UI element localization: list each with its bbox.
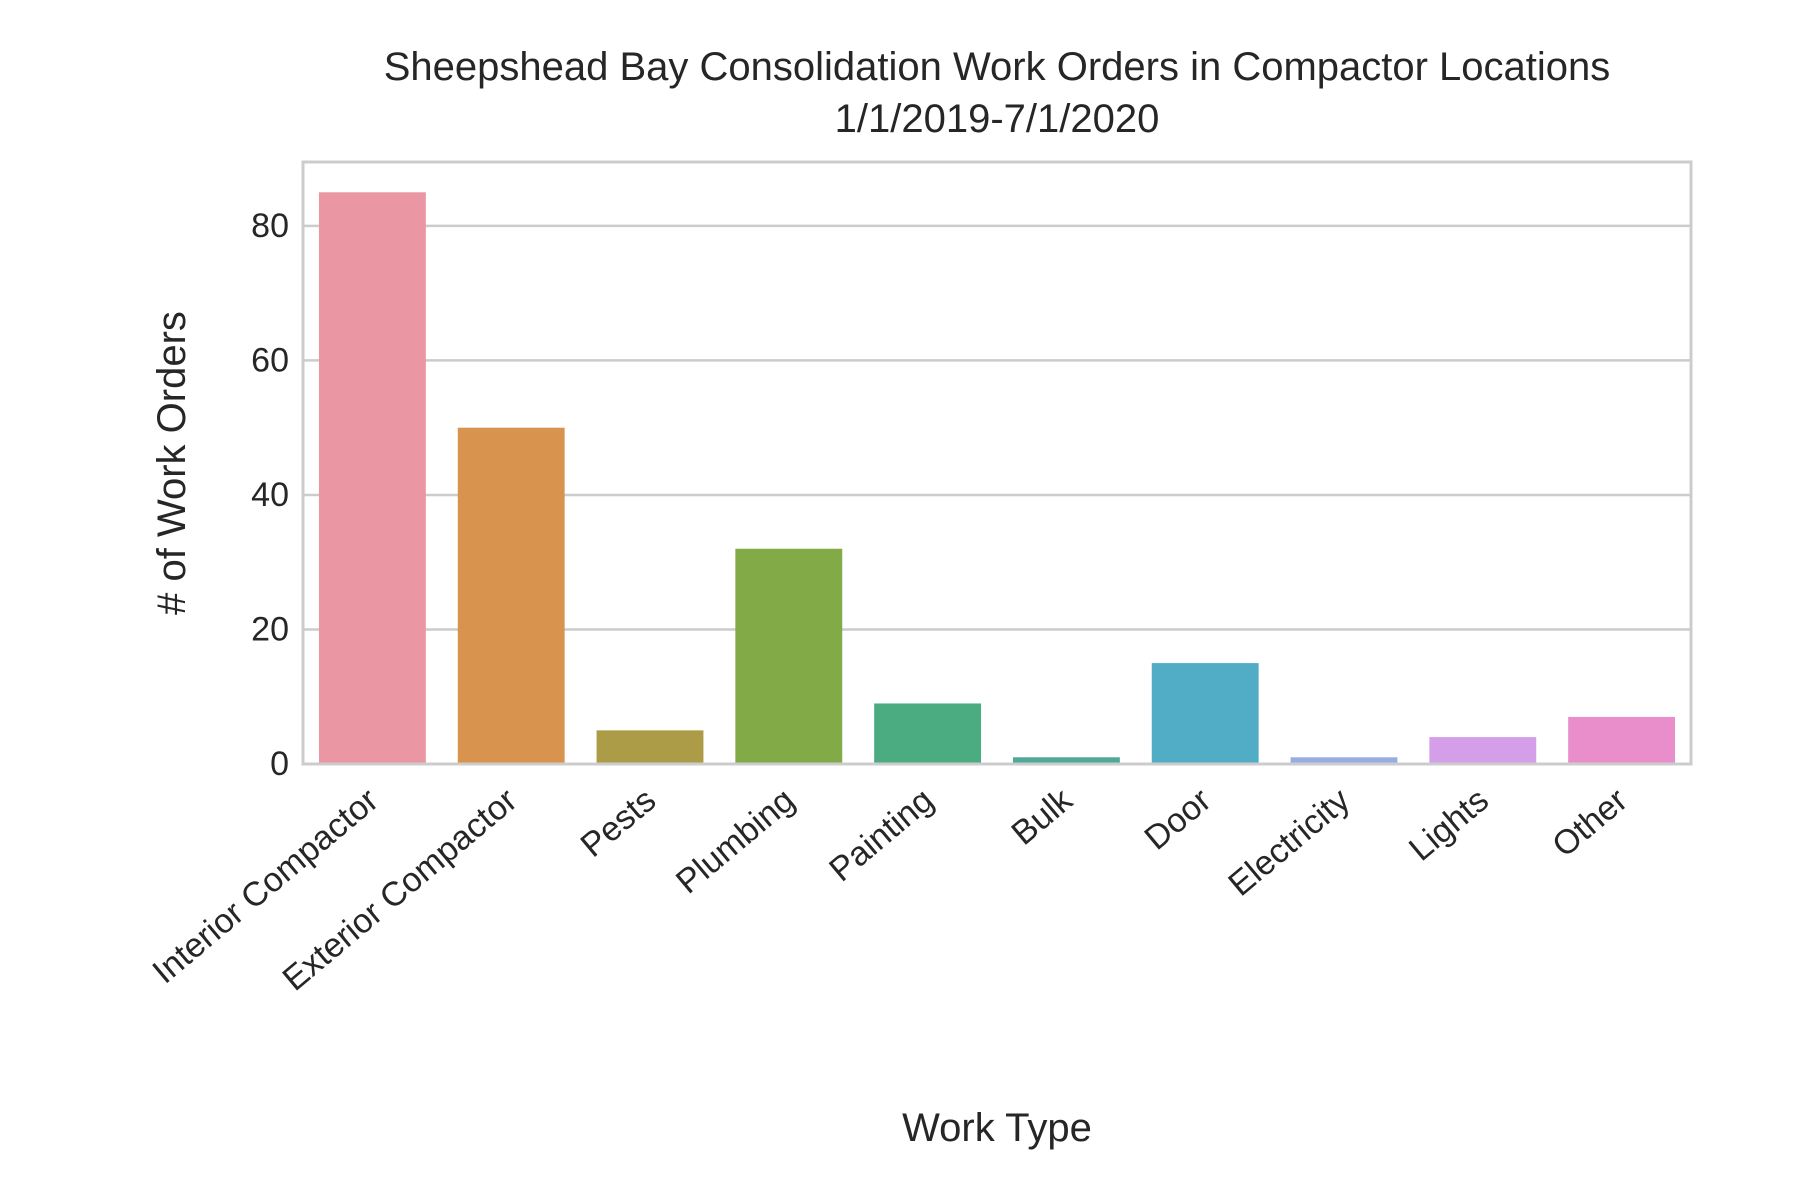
bar xyxy=(457,427,565,764)
y-tick-label: 20 xyxy=(251,610,289,648)
y-tick-labels: 0 20 40 60 80 xyxy=(251,207,289,783)
bar xyxy=(1151,663,1259,764)
bars xyxy=(318,192,1676,764)
x-tick-label: Lights xyxy=(1402,781,1496,868)
x-tick-label: Painting xyxy=(822,781,941,889)
y-tick-label: 0 xyxy=(270,745,289,783)
chart-subtitle: 1/1/2019-7/1/2020 xyxy=(835,97,1160,141)
y-tick-label: 40 xyxy=(251,476,289,514)
bar xyxy=(1568,716,1676,764)
x-tick-label: Exterior Compactor xyxy=(276,781,525,998)
x-tick-label: Plumbing xyxy=(669,781,802,901)
chart-title: Sheepshead Bay Consolidation Work Orders… xyxy=(384,45,1611,89)
y-axis-label: # of Work Orders xyxy=(150,311,194,615)
bar xyxy=(1290,757,1398,764)
x-tick-label: Bulk xyxy=(1004,780,1080,852)
plot-frame xyxy=(301,160,1693,766)
bar xyxy=(1012,757,1120,764)
bar xyxy=(596,730,704,764)
x-tick-label: Pests xyxy=(574,781,664,865)
x-tick-label: Door xyxy=(1137,781,1218,857)
bar xyxy=(1429,737,1537,764)
x-tick-label: Electricity xyxy=(1221,781,1357,904)
x-tick-label: Other xyxy=(1545,781,1635,865)
bar xyxy=(874,703,982,764)
x-axis-label: Work Type xyxy=(902,1106,1092,1150)
y-tick-label: 80 xyxy=(251,207,289,245)
bar xyxy=(318,192,426,764)
bar xyxy=(735,548,843,764)
x-tick-label: Interior Compactor xyxy=(145,781,385,991)
y-tick-label: 60 xyxy=(251,341,289,379)
